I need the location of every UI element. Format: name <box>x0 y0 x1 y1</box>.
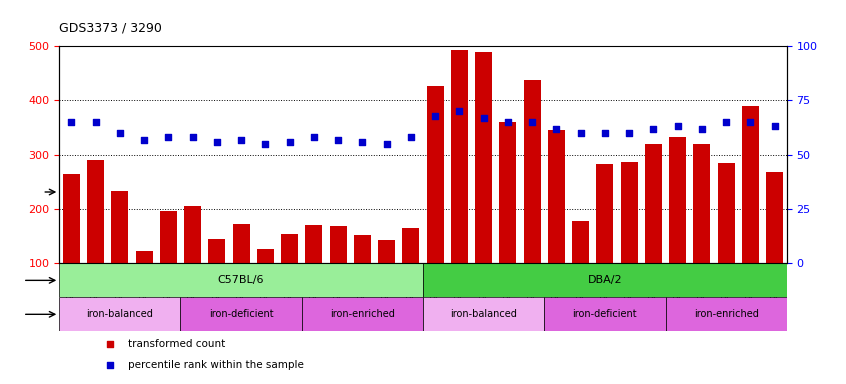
Bar <box>426 86 443 318</box>
Bar <box>766 172 783 318</box>
Point <box>695 126 709 132</box>
Bar <box>451 50 468 318</box>
Point <box>525 119 539 125</box>
Point <box>162 134 175 141</box>
Point <box>477 115 491 121</box>
Bar <box>233 224 250 318</box>
Point <box>428 113 442 119</box>
Point <box>453 108 466 114</box>
Bar <box>160 211 177 318</box>
Point <box>501 119 514 125</box>
Point <box>137 136 151 142</box>
Bar <box>423 263 787 297</box>
Point <box>671 123 684 129</box>
Point <box>89 119 102 125</box>
Bar <box>669 137 686 318</box>
Point <box>186 134 200 141</box>
Bar <box>499 122 516 318</box>
Bar <box>59 263 423 297</box>
Bar <box>544 297 666 331</box>
Point <box>719 119 733 125</box>
Point <box>307 134 321 141</box>
Point <box>768 123 782 129</box>
Point <box>332 136 345 142</box>
Bar <box>87 160 104 318</box>
Text: iron-deficient: iron-deficient <box>209 310 273 319</box>
Bar <box>694 144 711 318</box>
Bar <box>717 163 734 318</box>
Bar <box>621 162 638 318</box>
Point <box>574 130 587 136</box>
Text: percentile rank within the sample: percentile rank within the sample <box>129 360 305 370</box>
Bar <box>524 80 541 318</box>
Bar <box>59 297 180 331</box>
Point <box>64 119 78 125</box>
Point <box>623 130 636 136</box>
Bar <box>548 130 565 318</box>
Point <box>380 141 393 147</box>
Point <box>210 139 223 145</box>
Point <box>598 130 612 136</box>
Point <box>113 130 127 136</box>
Bar <box>403 228 420 318</box>
Bar <box>742 106 759 318</box>
Bar <box>208 239 225 318</box>
Bar <box>184 206 201 318</box>
Text: iron-balanced: iron-balanced <box>450 310 517 319</box>
Bar <box>180 297 302 331</box>
Point <box>283 139 296 145</box>
Point <box>744 119 757 125</box>
Bar <box>302 297 423 331</box>
Text: DBA/2: DBA/2 <box>588 275 622 285</box>
Text: iron-enriched: iron-enriched <box>330 310 395 319</box>
Bar <box>354 235 371 318</box>
Text: iron-enriched: iron-enriched <box>694 310 759 319</box>
Bar <box>378 240 395 318</box>
Bar <box>475 51 492 318</box>
Text: iron-balanced: iron-balanced <box>86 310 153 319</box>
Bar <box>666 297 787 331</box>
Text: C57BL/6: C57BL/6 <box>218 275 264 285</box>
Point <box>646 126 660 132</box>
Bar <box>423 297 544 331</box>
Point <box>234 136 248 142</box>
Point <box>259 141 272 147</box>
Text: transformed count: transformed count <box>129 339 226 349</box>
Bar <box>257 249 274 318</box>
Bar <box>63 174 80 318</box>
Bar <box>572 221 589 318</box>
Point <box>355 139 369 145</box>
Text: iron-deficient: iron-deficient <box>573 310 637 319</box>
Bar <box>135 252 152 318</box>
Text: GDS3373 / 3290: GDS3373 / 3290 <box>59 22 162 35</box>
Bar <box>596 164 613 318</box>
Bar <box>112 191 129 318</box>
Bar <box>281 233 298 318</box>
Point <box>404 134 418 141</box>
Bar <box>305 225 322 318</box>
Point <box>550 126 563 132</box>
Bar <box>330 227 347 318</box>
Bar <box>645 144 662 318</box>
